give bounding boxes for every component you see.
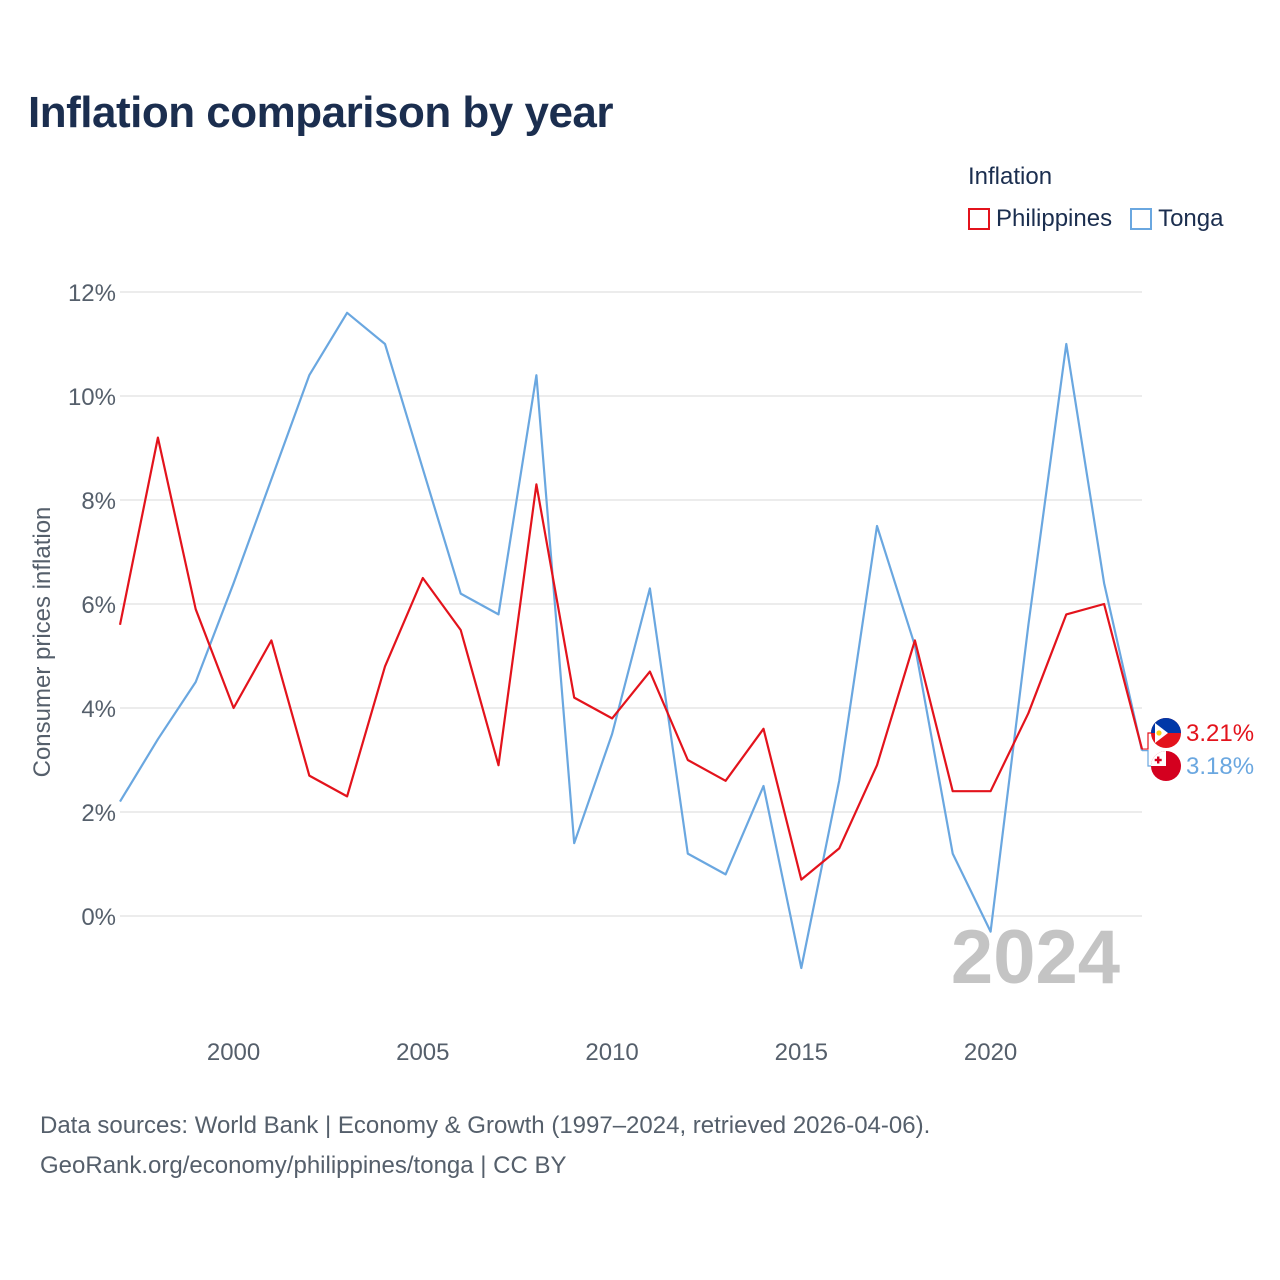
end-label-tonga: 3.18%: [1186, 753, 1254, 780]
flag-icon-tonga: [1151, 751, 1181, 781]
y-tick-label: 4%: [81, 696, 116, 723]
series-line-philippines[interactable]: [118, 436, 1144, 881]
y-axis: 0% 2% 4% 6% 8% 10% 12%: [68, 280, 116, 931]
legend-label-tonga: Tonga: [1158, 205, 1224, 232]
chart-title: Inflation comparison by year: [28, 88, 614, 137]
y-tick-label: 8%: [81, 488, 116, 515]
y-tick-label: 2%: [81, 800, 116, 827]
y-axis-label: Consumer prices inflation: [29, 507, 56, 778]
end-labels: 3.21% 3.18%: [1142, 718, 1254, 781]
x-tick-label: 2000: [207, 1039, 260, 1066]
legend-title: Inflation: [968, 163, 1053, 190]
flag-icon-philippines: [1151, 718, 1181, 748]
y-tick-label: 10%: [68, 384, 116, 411]
grid-lines: [120, 291, 1142, 917]
legend-item-philippines[interactable]: Philippines: [968, 205, 1112, 233]
end-label-philippines: 3.21%: [1186, 720, 1254, 747]
footer-sources: Data sources: World Bank | Economy & Gro…: [40, 1112, 931, 1139]
y-tick-label: 12%: [68, 280, 116, 307]
legend: Philippines Tonga: [968, 205, 1241, 233]
series-line-tonga[interactable]: [119, 311, 1144, 970]
footer: Data sources: World Bank | Economy & Gro…: [40, 1106, 930, 1186]
x-tick-label: 2010: [585, 1039, 638, 1066]
year-watermark: 2024: [951, 915, 1120, 1000]
y-tick-label: 0%: [81, 904, 116, 931]
legend-label-philippines: Philippines: [996, 205, 1113, 232]
legend-swatch-tonga: [1130, 208, 1153, 230]
x-axis: 2000 2005 2010 2015 2020: [207, 1039, 1017, 1066]
x-tick-label: 2020: [964, 1039, 1017, 1066]
legend-swatch-philippines: [968, 208, 990, 230]
footer-link[interactable]: GeoRank.org/economy/philippines/tonga | …: [40, 1152, 567, 1179]
x-tick-label: 2015: [775, 1039, 828, 1066]
series-lines: [118, 311, 1144, 970]
legend-item-tonga[interactable]: Tonga: [1130, 205, 1223, 233]
y-tick-label: 6%: [81, 592, 116, 619]
x-tick-label: 2005: [396, 1039, 449, 1066]
